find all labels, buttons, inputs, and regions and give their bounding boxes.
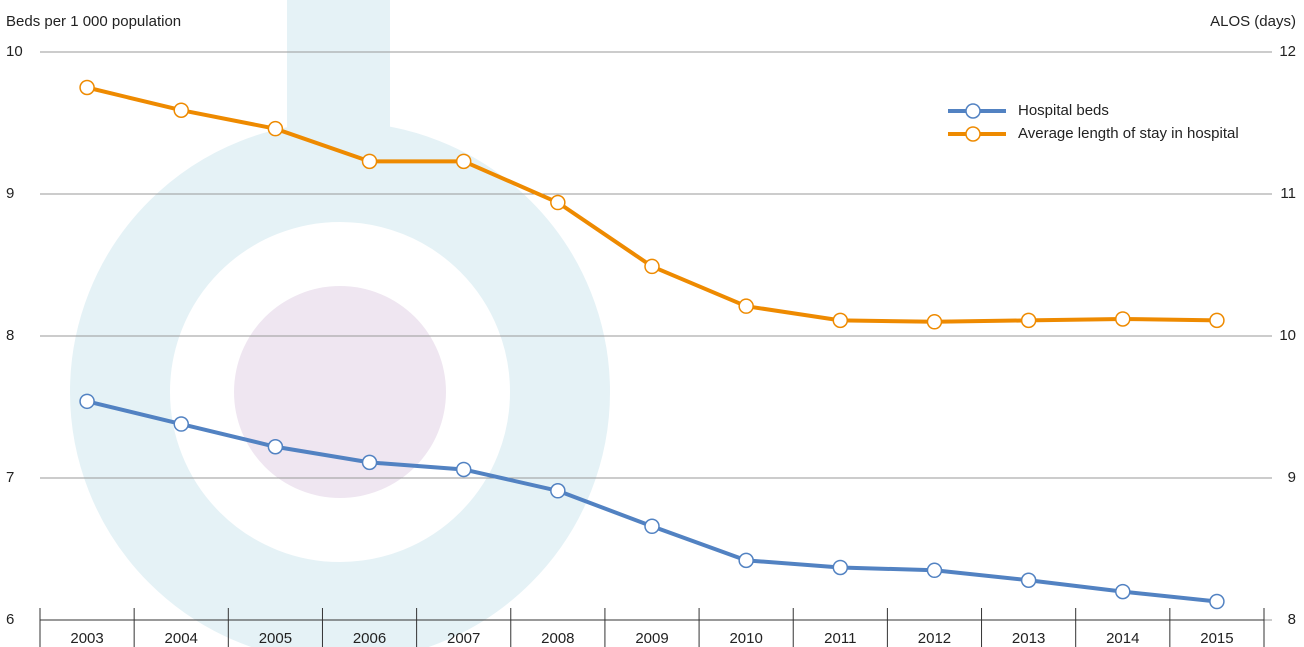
data-point [361, 454, 378, 471]
data-point [550, 194, 566, 211]
data-point [738, 552, 754, 569]
x-tick-label: 2011 [824, 630, 856, 647]
data-point [738, 298, 754, 314]
data-point [173, 416, 189, 432]
y-tick-label: 7 [6, 469, 14, 486]
background-decoration [70, 0, 610, 647]
x-tick-label: 2006 [353, 630, 386, 647]
legend-marker [965, 126, 981, 142]
y2-tick-label: 9 [1288, 469, 1296, 486]
legend-marker [965, 103, 981, 119]
data-point [926, 314, 943, 330]
data-point [644, 518, 660, 535]
y-axis-label: Beds per 1 000 population [6, 13, 181, 30]
y-tick-label: 9 [6, 185, 14, 202]
data-point [832, 312, 849, 329]
y-tick-label: 6 [6, 611, 14, 628]
data-point [79, 79, 95, 96]
x-tick-label: 2009 [635, 630, 668, 647]
data-point [1115, 311, 1131, 327]
x-tick-label: 2004 [165, 630, 198, 647]
data-point [644, 258, 660, 275]
x-tick-label: 2012 [918, 630, 951, 647]
data-point [1020, 312, 1037, 329]
data-point [267, 439, 284, 455]
data-point [1115, 583, 1131, 600]
x-tick-label: 2003 [70, 630, 103, 647]
data-point [1209, 312, 1225, 329]
y-tick-label: 10 [6, 43, 23, 60]
y2-tick-label: 8 [1288, 611, 1296, 628]
data-point [361, 153, 378, 170]
data-point [173, 102, 189, 118]
x-tick-label: 2015 [1200, 630, 1233, 647]
legend-label: Hospital beds [1018, 102, 1109, 119]
y2-tick-label: 11 [1280, 185, 1296, 202]
x-tick-label: 2010 [729, 630, 762, 647]
data-point [79, 393, 95, 410]
x-tick-label: 2013 [1012, 630, 1045, 647]
data-point [267, 120, 284, 137]
data-point [455, 153, 472, 170]
x-tick-label: 2008 [541, 630, 574, 647]
data-point [832, 559, 849, 576]
x-tick-label: 2005 [259, 630, 292, 647]
x-tick-label: 2014 [1106, 630, 1139, 647]
data-point [1209, 593, 1225, 610]
x-tick-label: 2007 [447, 630, 480, 647]
y2-tick-label: 10 [1279, 327, 1296, 344]
data-point [550, 483, 566, 499]
y-tick-label: 8 [6, 327, 14, 344]
data-point [1020, 572, 1037, 588]
y2-axis-label: ALOS (days) [1210, 13, 1296, 30]
data-point [455, 461, 472, 478]
data-point [926, 562, 943, 579]
y2-tick-label: 12 [1279, 43, 1296, 60]
legend-label: Average length of stay in hospital [1018, 125, 1239, 142]
